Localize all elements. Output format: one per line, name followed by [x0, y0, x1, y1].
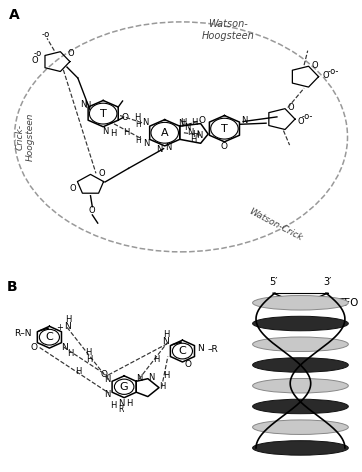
Text: -o: -o [42, 30, 50, 39]
Circle shape [151, 122, 178, 143]
Text: O: O [297, 118, 304, 126]
Ellipse shape [253, 337, 348, 352]
Ellipse shape [253, 441, 348, 455]
Text: H: H [126, 399, 132, 408]
Text: R: R [118, 405, 124, 413]
Text: C: C [46, 332, 53, 342]
Text: H: H [135, 120, 141, 129]
Text: N: N [187, 128, 193, 137]
Text: H: H [181, 118, 187, 126]
Text: B: B [6, 280, 17, 294]
Text: H: H [110, 402, 117, 411]
Text: -o-: -o- [328, 67, 340, 76]
Text: N: N [196, 131, 202, 140]
Text: H: H [191, 118, 198, 126]
Text: H: H [110, 129, 117, 138]
Text: O: O [107, 116, 114, 125]
Text: T: T [100, 109, 106, 118]
Text: N: N [142, 118, 148, 126]
Text: N: N [143, 139, 149, 148]
Text: H: H [67, 349, 73, 358]
Text: N: N [165, 143, 172, 152]
Text: N: N [136, 374, 143, 383]
Ellipse shape [253, 399, 348, 414]
Text: 3′: 3′ [324, 278, 332, 287]
Ellipse shape [253, 358, 348, 372]
Text: Watson-Crick: Watson-Crick [247, 207, 303, 243]
Text: N: N [118, 399, 124, 408]
Text: O: O [67, 50, 74, 59]
Ellipse shape [253, 420, 348, 434]
Text: O: O [199, 116, 206, 125]
Text: H: H [65, 315, 71, 324]
Text: +: + [56, 323, 63, 332]
Text: H: H [160, 382, 166, 391]
Text: -o-: -o- [302, 112, 313, 121]
Text: O: O [69, 185, 76, 194]
Text: H: H [85, 348, 91, 357]
Text: N: N [104, 375, 110, 384]
Text: H: H [153, 355, 159, 364]
Text: H: H [86, 355, 93, 364]
Text: TFO: TFO [338, 298, 358, 308]
Text: O: O [30, 343, 38, 352]
Text: N: N [197, 345, 203, 354]
Text: N: N [156, 145, 163, 154]
Text: N: N [102, 127, 109, 136]
Text: -o: -o [33, 49, 41, 58]
Circle shape [172, 343, 193, 359]
Text: O: O [287, 103, 294, 112]
Text: C: C [178, 346, 186, 356]
Text: N: N [148, 373, 154, 382]
Text: H: H [190, 135, 196, 143]
Text: A: A [9, 8, 20, 22]
Text: N: N [61, 343, 67, 352]
Ellipse shape [253, 316, 348, 331]
Text: O: O [98, 169, 105, 178]
Text: T: T [221, 124, 228, 134]
Text: A: A [161, 128, 169, 138]
Text: N: N [64, 322, 71, 331]
Text: N: N [104, 390, 110, 399]
Circle shape [114, 379, 134, 395]
Circle shape [39, 329, 59, 345]
Text: 5′: 5′ [269, 278, 277, 287]
Text: H: H [135, 136, 141, 145]
Text: H: H [164, 371, 170, 379]
Text: O: O [220, 142, 227, 151]
Text: O: O [121, 113, 128, 123]
Text: N: N [241, 116, 247, 125]
Ellipse shape [253, 379, 348, 393]
Text: O: O [185, 360, 191, 369]
Circle shape [211, 118, 238, 139]
Text: H: H [123, 128, 130, 137]
Text: N: N [84, 101, 90, 110]
Text: O: O [312, 61, 318, 70]
Text: O: O [89, 206, 96, 215]
Text: N: N [81, 100, 87, 109]
Text: Watson-
Hoogsteen: Watson- Hoogsteen [202, 19, 254, 41]
Text: H: H [192, 129, 199, 138]
Text: –R: –R [207, 346, 218, 354]
Text: G: G [120, 382, 129, 392]
Text: H: H [134, 113, 141, 122]
Text: O: O [31, 56, 38, 65]
Text: O: O [323, 71, 329, 80]
Text: O: O [101, 370, 108, 379]
Text: Crick-
Hoogsteen: Crick- Hoogsteen [16, 113, 35, 161]
Text: N: N [185, 123, 191, 132]
Text: N: N [178, 119, 185, 128]
Circle shape [89, 103, 117, 124]
Text: R–N: R–N [14, 329, 31, 338]
Text: H: H [163, 330, 169, 339]
Ellipse shape [253, 295, 348, 310]
Text: N: N [163, 337, 169, 346]
Text: H: H [75, 367, 81, 376]
